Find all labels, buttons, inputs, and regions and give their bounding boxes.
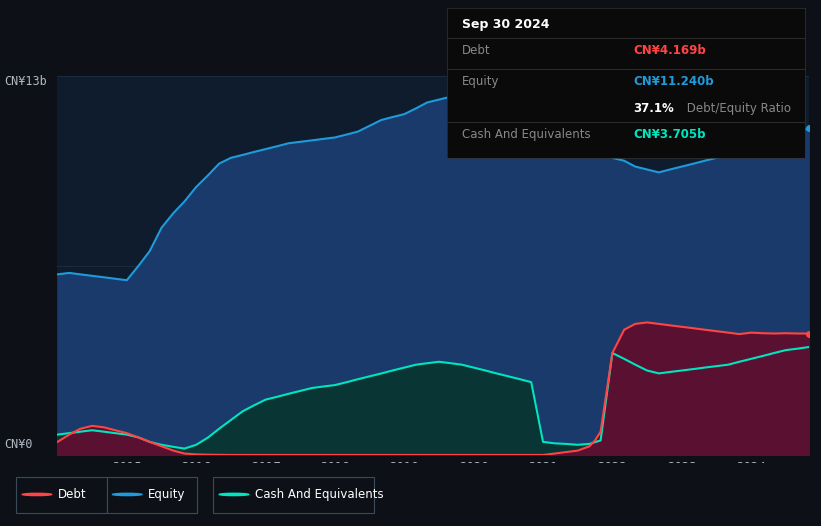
Circle shape [112,493,142,495]
Text: Debt/Equity Ratio: Debt/Equity Ratio [683,103,791,115]
Text: Debt: Debt [461,44,490,57]
FancyBboxPatch shape [16,477,107,513]
Text: CN¥11.240b: CN¥11.240b [633,75,713,88]
Text: Debt: Debt [57,488,86,501]
Text: Sep 30 2024: Sep 30 2024 [461,18,549,32]
Text: Cash And Equivalents: Cash And Equivalents [461,128,590,141]
FancyBboxPatch shape [213,477,374,513]
Text: Equity: Equity [148,488,186,501]
Text: 37.1%: 37.1% [633,103,674,115]
Text: Equity: Equity [461,75,499,88]
Circle shape [22,493,52,495]
Text: Cash And Equivalents: Cash And Equivalents [255,488,383,501]
Circle shape [219,493,249,495]
FancyBboxPatch shape [107,477,197,513]
Text: CN¥13b: CN¥13b [4,75,47,88]
Text: CN¥3.705b: CN¥3.705b [633,128,706,141]
Text: CN¥0: CN¥0 [4,438,33,451]
Text: CN¥4.169b: CN¥4.169b [633,44,706,57]
